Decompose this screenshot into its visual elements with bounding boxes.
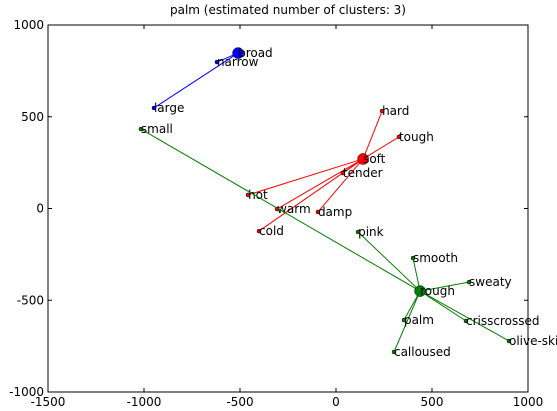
point-label: small: [141, 122, 173, 136]
point-label: rough: [420, 284, 455, 298]
point-label: pink: [358, 225, 384, 239]
point-label: soft: [363, 152, 386, 166]
point-label: sweaty: [469, 275, 512, 289]
point: [463, 318, 469, 324]
cluster-link: [357, 231, 421, 292]
y-tick-label: 0: [36, 202, 44, 216]
point: [151, 105, 157, 111]
cluster-link: [258, 158, 364, 232]
cluster-link: [419, 290, 467, 322]
point-label: hot: [248, 188, 268, 202]
point-label: broad: [238, 46, 273, 60]
cluster-link: [140, 128, 421, 292]
point-label: crisscrossed: [466, 314, 539, 328]
x-tick-label: -500: [226, 395, 253, 409]
point-label: cold: [259, 224, 284, 238]
cluster-link: [276, 158, 364, 210]
point-label: calloused: [394, 345, 451, 359]
point-label: tender: [343, 166, 383, 180]
point: [391, 349, 397, 355]
point: [396, 134, 402, 140]
cluster-link: [419, 290, 510, 342]
x-tick-label: -1500: [31, 395, 66, 409]
point-label: hard: [382, 104, 409, 118]
chart-title: palm (estimated number of clusters: 3): [170, 3, 406, 17]
cluster-link: [362, 110, 383, 160]
point: [355, 229, 361, 235]
point: [256, 228, 262, 234]
point: [401, 317, 407, 323]
point-label: narrow: [217, 55, 259, 69]
x-tick-label: -1000: [127, 395, 162, 409]
point: [410, 255, 416, 261]
point: [214, 59, 220, 65]
point-label: damp: [318, 205, 352, 219]
cluster-center: [357, 153, 369, 165]
cluster-link: [420, 281, 470, 292]
y-tick-label: -1000: [9, 385, 44, 399]
cluster-center: [232, 47, 244, 59]
point-label: smooth: [413, 251, 458, 265]
point: [506, 338, 512, 344]
point: [379, 108, 385, 114]
point: [245, 192, 251, 198]
y-tick-label: -500: [17, 293, 44, 307]
point: [138, 126, 144, 132]
cluster-link: [362, 136, 400, 160]
point-label: tough: [399, 130, 434, 144]
point: [340, 170, 346, 176]
y-tick-label: 1000: [13, 18, 44, 32]
x-tick-label: 1000: [513, 395, 544, 409]
cluster-link: [393, 290, 421, 353]
point-label: large: [154, 101, 184, 115]
x-tick-label: 0: [332, 395, 340, 409]
point: [315, 209, 321, 215]
cluster-link: [317, 158, 364, 213]
point: [466, 279, 472, 285]
y-tick-label: 500: [21, 110, 44, 124]
cluster-link: [247, 158, 364, 196]
x-tick-label: 500: [421, 395, 444, 409]
point-label: warm: [277, 202, 311, 216]
point-label: palm: [404, 313, 434, 327]
cluster-center: [414, 285, 426, 297]
point-label: olive-skinned: [509, 334, 557, 348]
cluster-link: [153, 52, 239, 109]
